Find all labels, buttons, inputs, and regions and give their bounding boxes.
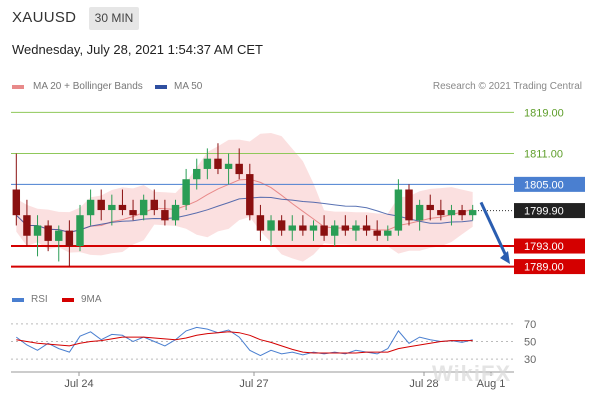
candle-body <box>12 189 21 216</box>
candle-body <box>256 215 265 231</box>
candle-body <box>288 225 296 231</box>
candle-body <box>331 225 339 236</box>
candle-body <box>458 210 466 216</box>
candle-body <box>139 199 148 216</box>
level-label-1819.00: 1819.00 <box>524 107 564 119</box>
candle-body <box>447 210 456 216</box>
candle-body <box>437 210 445 216</box>
candle-body <box>320 225 328 236</box>
candle-body <box>246 174 254 216</box>
candle-body <box>235 163 243 175</box>
candle-body <box>309 225 318 231</box>
copyright: Research © 2021 Trading Central <box>432 81 582 92</box>
legend-9ma-label: 9MA <box>81 294 102 305</box>
timeframe-button[interactable]: 30 MIN <box>89 7 139 30</box>
candle-body <box>415 204 424 221</box>
candle-body <box>224 163 233 169</box>
legend-ma50-label: MA 50 <box>174 81 203 92</box>
candle-body <box>267 220 275 231</box>
candle-body <box>161 210 169 221</box>
timestamp: Wednesday, July 28, 2021 1:54:37 AM CET <box>12 42 263 57</box>
candle-body <box>299 225 307 231</box>
forecast-arrow-head <box>500 251 510 265</box>
candle-body <box>76 215 84 247</box>
level-label-1789.00: 1789.00 <box>524 262 564 274</box>
top-bar: XAUUSD 30 MIN <box>0 0 590 36</box>
candle-body <box>341 225 350 231</box>
candle-body <box>384 230 392 236</box>
ma20-swatch <box>12 85 24 89</box>
level-label-1805.00: 1805.00 <box>524 179 564 191</box>
legend-rsi-label: RSI <box>31 294 48 305</box>
candle-body <box>203 158 212 169</box>
candle-body <box>277 220 286 231</box>
candle-body <box>65 230 74 247</box>
ma50-swatch <box>155 85 167 89</box>
rsi-tick-50: 50 <box>524 337 536 349</box>
candle-body <box>426 204 434 211</box>
x-tick-label: Jul 28 <box>409 378 438 390</box>
candle-body <box>193 168 201 180</box>
symbol-label: XAUUSD <box>12 9 77 26</box>
candle-body <box>44 225 52 241</box>
forecast-arrow-shaft <box>479 201 509 259</box>
candle-body <box>171 204 180 221</box>
candle-body <box>182 179 190 205</box>
last-price-tag <box>514 203 585 219</box>
rsi-line <box>16 326 473 357</box>
candle-body <box>118 204 127 211</box>
last-price-label: 1799.90 <box>524 206 564 218</box>
candle-body <box>33 225 42 236</box>
level-tag-1805.00 <box>514 176 585 192</box>
rsi-tick-70: 70 <box>524 319 536 331</box>
candle-body <box>405 189 413 221</box>
candle-body <box>214 158 222 169</box>
x-tick-label: Jul 24 <box>64 378 93 390</box>
legend-ma20-label: MA 20 + Bollinger Bands <box>33 81 143 92</box>
level-tag-1793.00 <box>514 238 585 254</box>
candle-body <box>97 199 105 211</box>
candle-body <box>23 215 31 236</box>
level-label-1793.00: 1793.00 <box>524 241 564 253</box>
candle-body <box>55 230 63 241</box>
rsi-swatch <box>12 298 24 302</box>
candle-body <box>86 199 95 216</box>
candle-body <box>108 204 116 211</box>
candle-body <box>352 225 360 231</box>
ma9-swatch <box>62 298 74 302</box>
x-tick-label: Jul 27 <box>239 378 268 390</box>
level-label-1811.00: 1811.00 <box>524 149 563 161</box>
rsi-9ma-line <box>16 331 473 354</box>
candle-body <box>468 210 477 216</box>
bollinger-band <box>16 133 473 262</box>
candle-body <box>362 225 371 231</box>
candle-body <box>150 199 158 211</box>
x-tick-label: Aug 1 <box>477 378 506 390</box>
candle-body <box>373 230 381 236</box>
candle-body <box>129 210 137 216</box>
level-tag-1789.00 <box>514 259 585 275</box>
candle-body <box>394 189 403 231</box>
watermark-logo: WikiFX <box>432 361 512 386</box>
rsi-tick-30: 30 <box>524 354 536 366</box>
